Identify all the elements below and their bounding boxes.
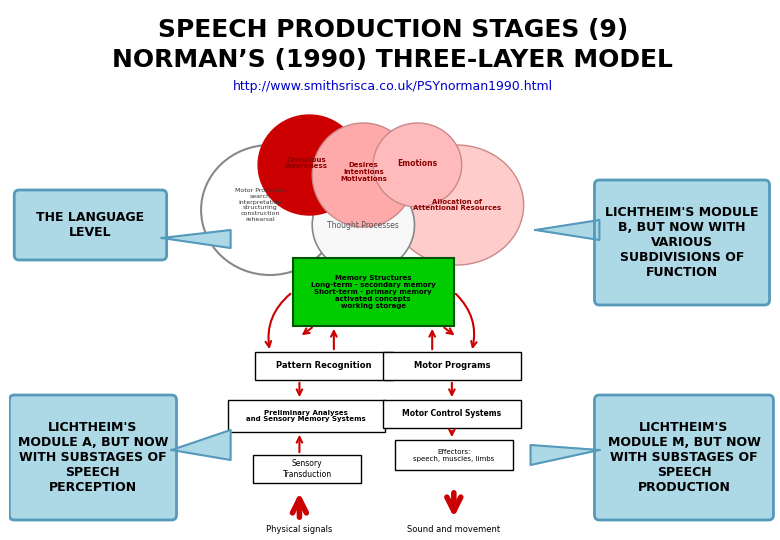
- Text: Sensory
Transduction: Sensory Transduction: [282, 460, 332, 478]
- Text: Motor Processes
search
interpretation
structuring
construction
rehearsal: Motor Processes search interpretation st…: [235, 188, 285, 222]
- Text: Physical signals: Physical signals: [266, 525, 332, 535]
- Polygon shape: [172, 430, 231, 460]
- Text: LICHTHEIM'S MODULE
B, BUT NOW WITH
VARIOUS
SUBDIVISIONS OF
FUNCTION: LICHTHEIM'S MODULE B, BUT NOW WITH VARIO…: [605, 206, 759, 279]
- FancyBboxPatch shape: [255, 352, 393, 380]
- Text: Memory Structures
Long-term - secondary memory
Short-term - primary memory
activ: Memory Structures Long-term - secondary …: [310, 275, 435, 309]
- FancyBboxPatch shape: [228, 400, 385, 432]
- Text: Thought Processes: Thought Processes: [328, 220, 399, 230]
- FancyBboxPatch shape: [594, 395, 774, 520]
- Ellipse shape: [312, 177, 414, 273]
- Text: Effectors:
speech, muscles, limbs: Effectors: speech, muscles, limbs: [413, 449, 495, 462]
- Text: Motor Programs: Motor Programs: [413, 361, 490, 370]
- Text: Sound and movement: Sound and movement: [407, 525, 501, 535]
- FancyBboxPatch shape: [254, 455, 361, 483]
- Text: Motor Control Systems: Motor Control Systems: [402, 409, 502, 418]
- Text: Preliminary Analyses
and Sensory Memory Systems: Preliminary Analyses and Sensory Memory …: [246, 409, 366, 422]
- Ellipse shape: [312, 123, 414, 227]
- Text: Pattern Recognition: Pattern Recognition: [276, 361, 372, 370]
- FancyBboxPatch shape: [594, 180, 770, 305]
- Polygon shape: [530, 445, 599, 465]
- Text: SPEECH PRODUCTION STAGES (9): SPEECH PRODUCTION STAGES (9): [158, 18, 628, 42]
- FancyBboxPatch shape: [9, 395, 176, 520]
- FancyArrowPatch shape: [456, 294, 477, 347]
- Polygon shape: [535, 220, 599, 240]
- Ellipse shape: [390, 145, 523, 265]
- Text: Conscious
Awareness: Conscious Awareness: [285, 157, 328, 170]
- FancyBboxPatch shape: [14, 190, 167, 260]
- Ellipse shape: [258, 115, 360, 215]
- Ellipse shape: [373, 123, 462, 207]
- Polygon shape: [161, 230, 231, 248]
- Text: Desires
Intentions
Motivations: Desires Intentions Motivations: [340, 162, 387, 182]
- Text: NORMAN’S (1990) THREE-LAYER MODEL: NORMAN’S (1990) THREE-LAYER MODEL: [112, 48, 673, 72]
- Text: LICHTHEIM'S
MODULE A, BUT NOW
WITH SUBSTAGES OF
SPEECH
PERCEPTION: LICHTHEIM'S MODULE A, BUT NOW WITH SUBST…: [18, 421, 168, 494]
- Ellipse shape: [201, 145, 339, 275]
- Text: http://www.smithsrisca.co.uk/PSYnorman1990.html: http://www.smithsrisca.co.uk/PSYnorman19…: [232, 80, 553, 93]
- FancyBboxPatch shape: [383, 400, 521, 428]
- Text: Emotions: Emotions: [397, 159, 438, 167]
- FancyBboxPatch shape: [395, 440, 512, 470]
- FancyBboxPatch shape: [292, 258, 454, 326]
- Text: LICHTHEIM'S
MODULE M, BUT NOW
WITH SUBSTAGES OF
SPEECH
PRODUCTION: LICHTHEIM'S MODULE M, BUT NOW WITH SUBST…: [608, 421, 760, 494]
- FancyArrowPatch shape: [265, 294, 290, 347]
- Text: THE LANGUAGE
LEVEL: THE LANGUAGE LEVEL: [37, 211, 144, 239]
- Text: Allocation of
Attentional Resources: Allocation of Attentional Resources: [413, 199, 501, 212]
- FancyBboxPatch shape: [383, 352, 521, 380]
